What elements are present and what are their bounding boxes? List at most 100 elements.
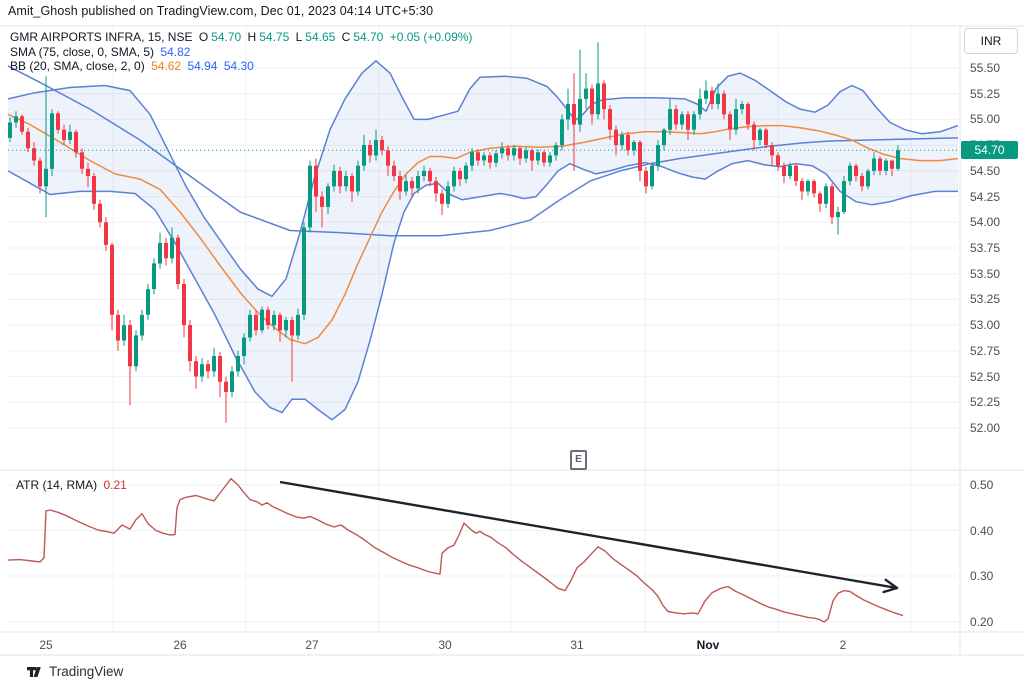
candle-body — [854, 165, 858, 176]
price-axis-label: 52.50 — [970, 369, 1001, 384]
candle-body — [338, 170, 342, 187]
price-axis-label: 53.00 — [970, 318, 1001, 333]
candle-body — [188, 325, 192, 362]
candle-body — [344, 176, 348, 187]
candle-body — [176, 237, 180, 284]
bb-basis-line — [7, 113, 959, 345]
candle-body — [296, 314, 300, 336]
candle-body — [452, 170, 456, 187]
candle-body — [200, 364, 204, 377]
price-axis-label: 52.75 — [970, 343, 1001, 358]
candle-body — [782, 165, 786, 176]
sma-legend-row: SMA (75, close, 0, SMA, 5) 54.82 — [10, 45, 193, 59]
symbol-title: GMR AIRPORTS INFRA, 15, NSE — [10, 30, 193, 44]
atr-legend-row: ATR (14, RMA) 0.21 — [16, 478, 130, 492]
candle-body — [50, 113, 54, 169]
candle-body — [722, 93, 726, 115]
time-axis-label: 25 — [39, 638, 53, 652]
change-value: +0.05 (+0.09%) — [389, 30, 473, 44]
candle-body — [500, 148, 504, 154]
candle-body — [104, 222, 108, 245]
price-axis-label: 52.00 — [970, 420, 1001, 435]
candle-body — [638, 142, 642, 171]
candle-body — [494, 153, 498, 163]
candle-body — [848, 165, 852, 182]
candle-body — [656, 145, 660, 166]
candle-body — [56, 113, 60, 130]
low-label: L — [295, 30, 303, 44]
atr-value: 0.21 — [103, 478, 127, 492]
candle-body — [800, 181, 804, 192]
candle-body — [878, 158, 882, 171]
currency-badge[interactable]: INR — [964, 28, 1018, 54]
candle-body — [326, 186, 330, 207]
price-axis-label: 55.00 — [970, 112, 1001, 127]
candle-body — [248, 314, 252, 338]
candle-body — [374, 140, 378, 156]
candle-body — [728, 114, 732, 130]
candle-body — [584, 88, 588, 99]
candle-body — [392, 165, 396, 176]
candle-body — [842, 181, 846, 212]
candle-body — [608, 109, 612, 130]
candle-body — [650, 165, 654, 187]
candle-body — [8, 122, 12, 138]
close-label: C — [341, 30, 351, 44]
candle-body — [884, 160, 888, 171]
atr-axis-label: 0.20 — [970, 614, 994, 629]
candle-body — [890, 160, 894, 169]
earnings-marker[interactable]: E — [570, 450, 587, 470]
candle-body — [488, 155, 492, 163]
candle-body — [194, 361, 198, 377]
candle-body — [716, 93, 720, 104]
candle-body — [866, 170, 870, 187]
candle-body — [254, 314, 258, 331]
candle-body — [302, 227, 306, 315]
candle-body — [464, 165, 468, 180]
candle-body — [212, 356, 216, 372]
candle-body — [668, 109, 672, 130]
candle-body — [896, 150, 900, 169]
bb-legend-row: BB (20, SMA, close, 2, 0) 54.62 54.94 54… — [10, 59, 257, 73]
candle-body — [32, 148, 36, 161]
candle-body — [458, 170, 462, 180]
candle-body — [824, 186, 828, 204]
candle-body — [806, 181, 810, 192]
candle-body — [308, 165, 312, 228]
candle-body — [266, 309, 270, 326]
candle-body — [236, 356, 240, 372]
price-axis-label: 52.25 — [970, 395, 1001, 410]
price-axis-label: 54.50 — [970, 163, 1001, 178]
candle-body — [524, 150, 528, 159]
candle-body — [182, 284, 186, 326]
candle-body — [776, 155, 780, 166]
candle-body — [818, 193, 822, 204]
price-axis-label: 54.00 — [970, 215, 1001, 230]
candle-body — [362, 145, 366, 166]
candle-body — [572, 104, 576, 125]
candle-body — [740, 104, 744, 110]
candle-body — [830, 186, 834, 218]
candle-body — [560, 119, 564, 146]
candle-body — [134, 335, 138, 367]
tradingview-logo-text: TradingView — [49, 664, 124, 679]
candle-body — [170, 237, 174, 259]
candle-body — [626, 134, 630, 151]
candle-body — [284, 320, 288, 331]
candle-body — [692, 114, 696, 130]
open-label: O — [198, 30, 209, 44]
candle-body — [536, 152, 540, 161]
candle-body — [350, 176, 354, 192]
candle-body — [872, 158, 876, 171]
candle-body — [710, 90, 714, 104]
bb-upper-line — [7, 60, 959, 298]
candle-body — [518, 148, 522, 159]
candle-body — [86, 168, 90, 176]
candle-body — [98, 203, 102, 223]
trend-arrow-head — [884, 578, 899, 590]
time-axis-label: 30 — [438, 638, 452, 652]
tradingview-logo[interactable]: TradingView — [26, 663, 123, 680]
atr-axis-label: 0.30 — [970, 569, 994, 583]
last-price-badge: 54.70 — [961, 141, 1018, 159]
